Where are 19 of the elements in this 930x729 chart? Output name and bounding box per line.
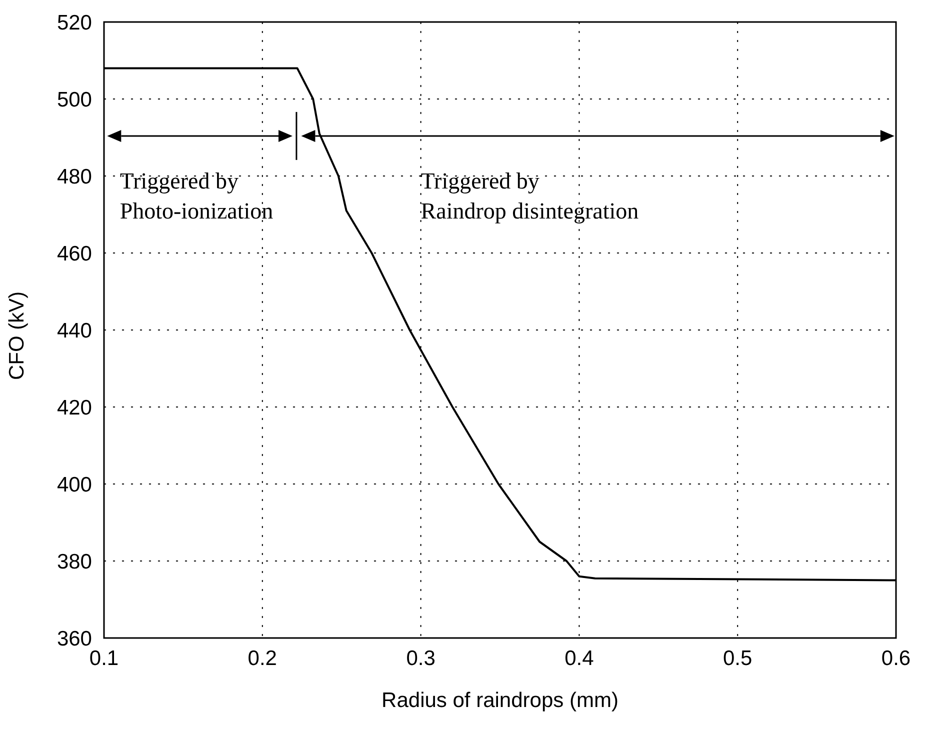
y-tick-label: 400 xyxy=(56,473,92,496)
y-tick-label: 520 xyxy=(56,11,92,34)
x-tick-label: 0.2 xyxy=(248,646,277,670)
annotation: Triggered by Raindrop disintegration xyxy=(420,168,640,224)
y-tick-label: 420 xyxy=(56,396,92,420)
y-tick-label: 500 xyxy=(56,88,92,112)
x-axis-title: Radius of raindrops (mm) xyxy=(382,689,618,712)
x-tick-label: 0.1 xyxy=(89,646,119,670)
x-tick-label: 0.5 xyxy=(723,646,752,670)
y-tick-label: 360 xyxy=(56,627,92,650)
x-tick-label: 0.4 xyxy=(564,646,594,670)
x-tick-label: 0.3 xyxy=(406,646,436,670)
y-axis-title: CFO (kV) xyxy=(5,291,28,380)
y-tick-label: 460 xyxy=(56,242,92,266)
x-tick-label: 0.6 xyxy=(881,646,911,670)
annotation: Triggered by Photo-ionization xyxy=(120,168,274,224)
y-tick-label: 440 xyxy=(56,319,92,342)
y-tick-label: 380 xyxy=(56,550,92,574)
y-tick-label: 480 xyxy=(56,165,92,188)
